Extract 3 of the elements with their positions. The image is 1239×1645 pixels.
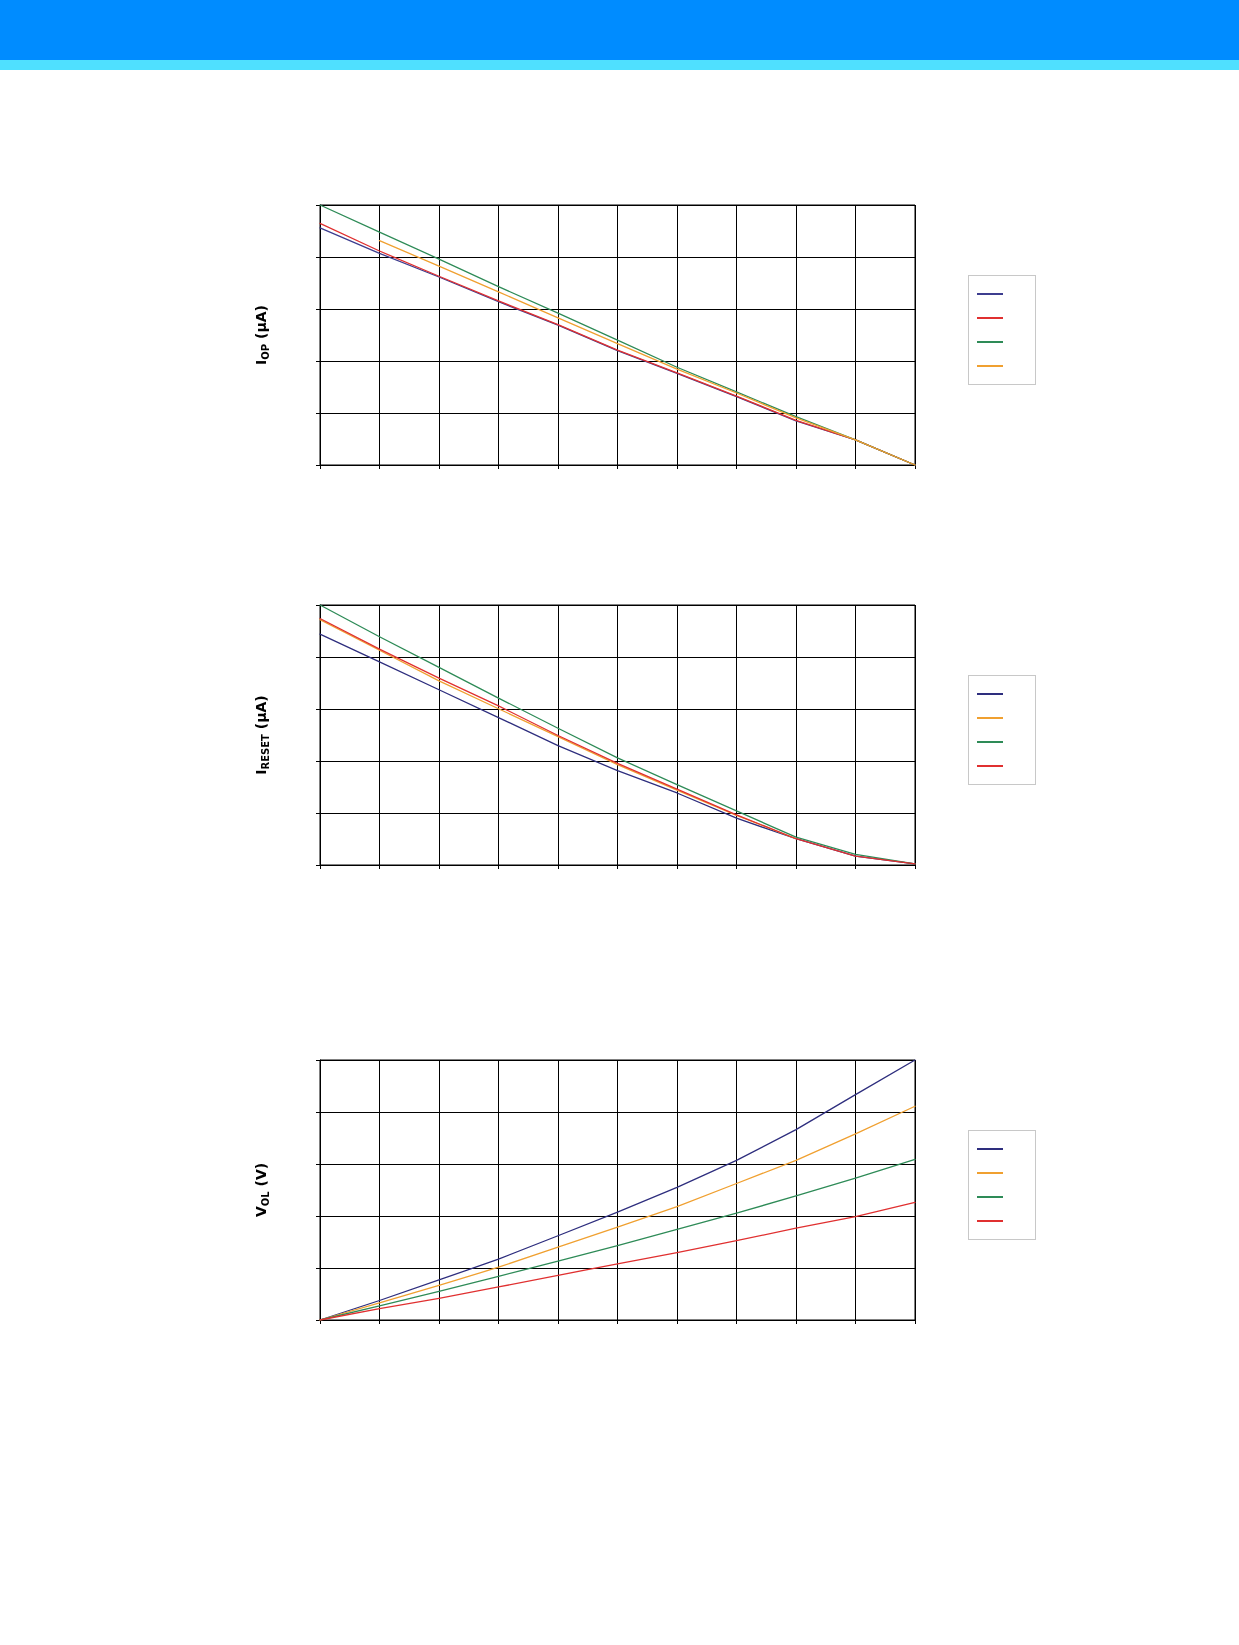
y-axis-title: VOL (V) xyxy=(253,1162,271,1218)
y-axis-title: IOP (µA) xyxy=(253,305,271,365)
y-axis-title: IRESET (µA) xyxy=(253,695,271,775)
